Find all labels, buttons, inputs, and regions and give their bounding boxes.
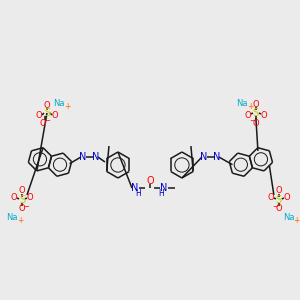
Text: Na: Na [53, 98, 65, 107]
Text: O: O [36, 110, 42, 119]
Text: H: H [158, 190, 164, 199]
Text: −: − [44, 118, 50, 124]
Text: S: S [253, 108, 259, 118]
Text: −: − [272, 204, 278, 210]
Text: O: O [253, 118, 259, 127]
Text: N: N [160, 183, 168, 193]
Text: −: − [23, 204, 29, 210]
Text: Na: Na [236, 98, 248, 107]
Text: N: N [79, 152, 87, 162]
Text: S: S [276, 195, 282, 205]
Text: +: + [294, 217, 300, 226]
Text: +: + [17, 217, 23, 226]
Text: O: O [44, 100, 50, 109]
Text: O: O [52, 110, 58, 119]
Text: O: O [284, 194, 290, 202]
Text: O: O [253, 100, 259, 109]
Text: O: O [146, 176, 154, 186]
Text: O: O [19, 205, 25, 214]
Text: S: S [44, 108, 50, 118]
Text: +: + [247, 101, 253, 110]
Text: S: S [19, 195, 25, 205]
Text: O: O [276, 205, 282, 214]
Text: N: N [131, 183, 139, 193]
Text: Na: Na [6, 214, 18, 223]
Text: O: O [19, 187, 25, 196]
Text: O: O [261, 110, 267, 119]
Text: O: O [276, 187, 282, 196]
Text: N: N [200, 152, 208, 162]
Text: H: H [135, 190, 141, 199]
Text: O: O [268, 194, 274, 202]
Text: −: − [249, 118, 255, 124]
Text: O: O [11, 194, 17, 202]
Text: O: O [40, 118, 46, 127]
Text: O: O [27, 194, 33, 202]
Text: Na: Na [283, 214, 295, 223]
Text: N: N [92, 152, 100, 162]
Text: N: N [213, 152, 220, 162]
Text: O: O [244, 110, 251, 119]
Text: +: + [64, 101, 70, 110]
